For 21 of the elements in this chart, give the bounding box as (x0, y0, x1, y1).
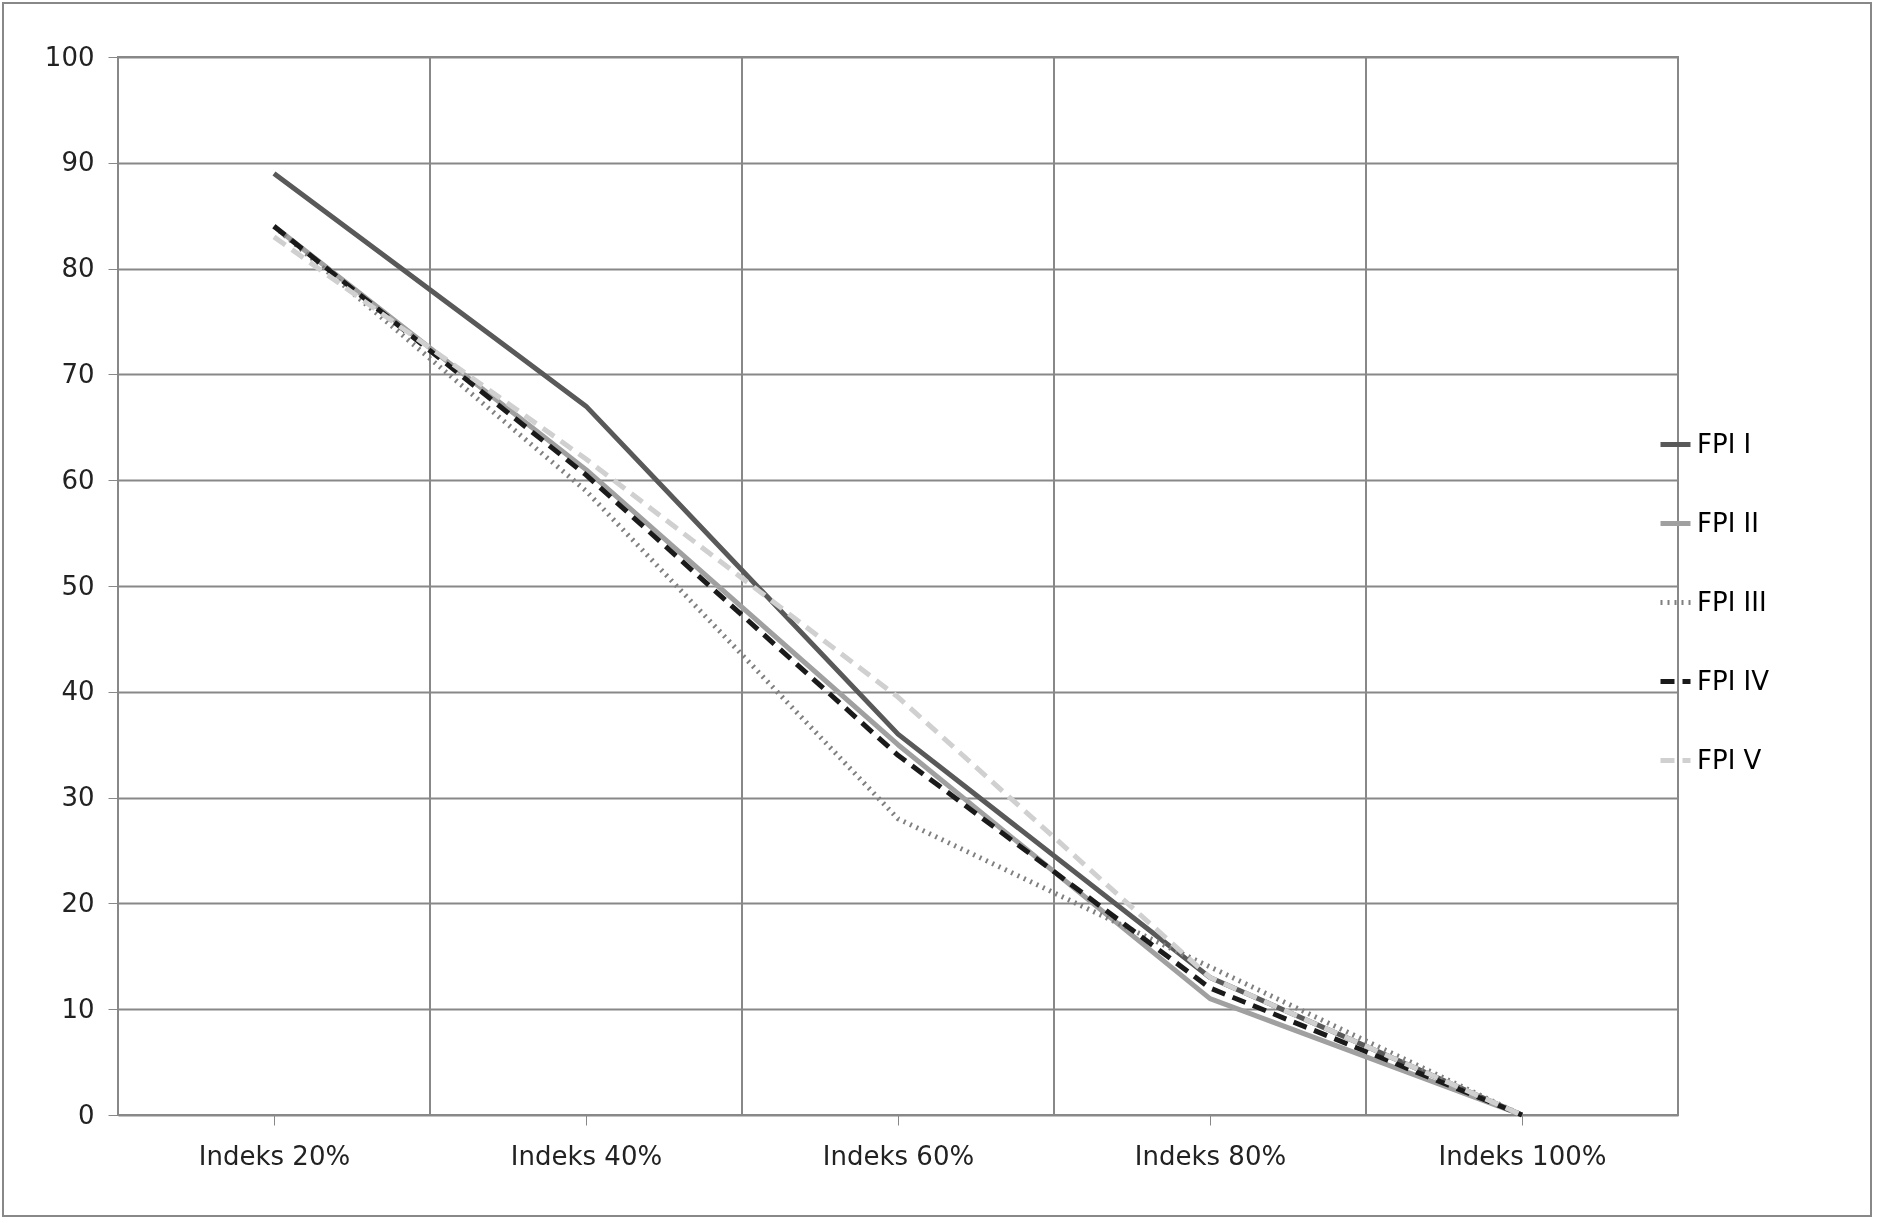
y-tick-label: 90 (61, 147, 95, 178)
legend-label: FPI V (1697, 744, 1762, 775)
y-tick-label: 20 (61, 887, 95, 918)
y-tick-label: 60 (61, 464, 95, 495)
y-tick-label: 70 (61, 358, 95, 389)
x-tick-label: Indeks 40% (510, 1140, 663, 1171)
x-tick-label: Indeks 60% (822, 1140, 975, 1171)
y-tick-label: 80 (61, 253, 95, 284)
legend-label: FPI IV (1697, 665, 1770, 696)
y-tick-label: 30 (61, 782, 95, 813)
legend-label: FPI III (1697, 586, 1767, 617)
legend-label: FPI I (1697, 428, 1752, 459)
x-tick-label: Indeks 100% (1438, 1140, 1607, 1171)
x-tick-label: Indeks 20% (198, 1140, 351, 1171)
x-tick-label: Indeks 80% (1134, 1140, 1287, 1171)
legend-label: FPI II (1697, 507, 1759, 538)
y-tick-label: 10 (61, 993, 95, 1024)
y-tick-label: 100 (44, 41, 95, 72)
y-tick-label: 0 (77, 1099, 95, 1130)
y-tick-label: 50 (61, 570, 95, 601)
y-tick-label: 40 (61, 676, 95, 707)
